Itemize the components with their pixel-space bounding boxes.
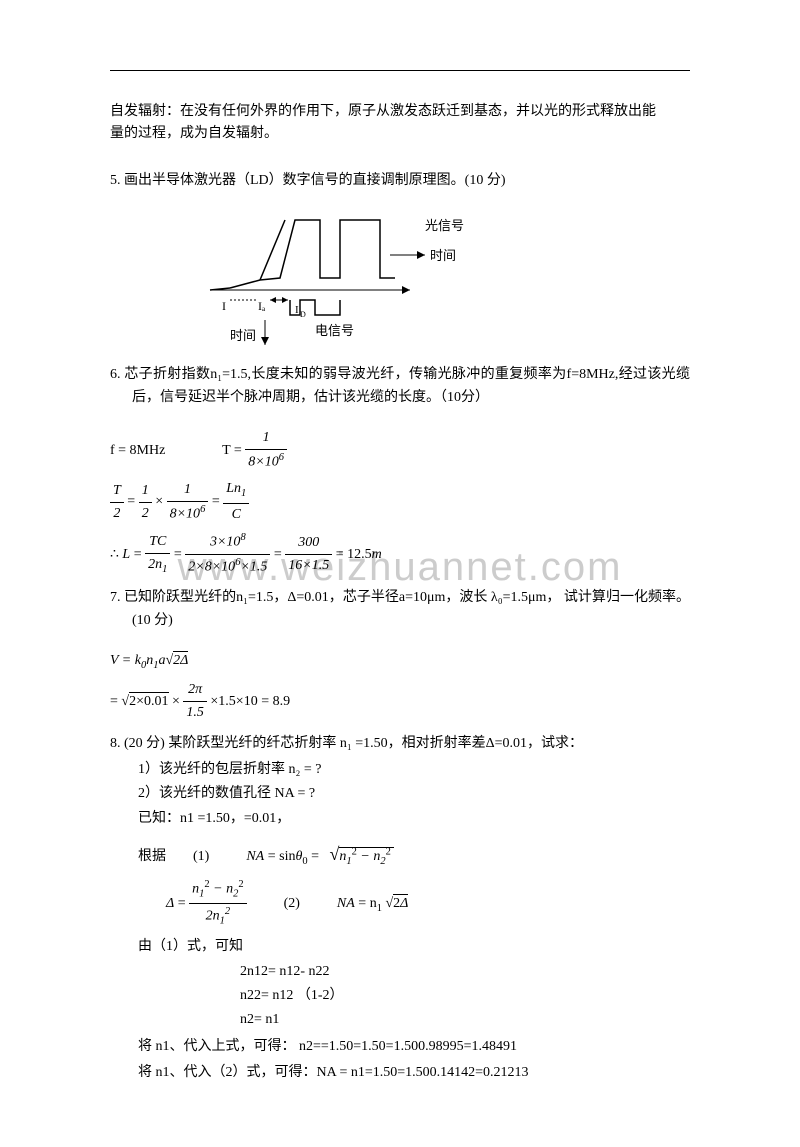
q8-sub1: 1）该光纤的包层折射率 n₂ = ? — [110, 759, 690, 781]
svg-text:I: I — [295, 304, 299, 316]
svg-text:时间: 时间 — [230, 328, 256, 343]
q8-res1: 将 n1、代入上式，可得： n2==1.50=1.50=1.500.98995=… — [110, 1036, 690, 1058]
svg-text:Iₐ: Iₐ — [258, 299, 266, 313]
q8-sub2: 2）该光纤的数值孔径 NA = ? — [110, 783, 690, 805]
intro-paragraph: 自发辐射：在没有任何外界的作用下，原子从激发态跃迁到基态，并以光的形式释放出能 … — [110, 101, 690, 146]
q8-formula2: Δ = n12 − n22 2n12 (2) NA = n1 √2Δ — [110, 877, 690, 931]
svg-text:D: D — [300, 310, 306, 319]
q5-diagram: 光信号 时间 I Iₐ I D 时间 电信号 — [200, 210, 490, 360]
intro-line2: 量的过程，成为自发辐射。 — [110, 126, 278, 141]
svg-text:电信号: 电信号 — [315, 323, 354, 338]
q8-known: 已知：n1 =1.50，=0.01， — [110, 808, 690, 830]
svg-text:时间: 时间 — [430, 248, 456, 263]
q8-step1: 2n12= n12- n22 — [110, 961, 690, 983]
q6-equations: f = 8MHz T = 18×106 T2 = 12 × 18×106 = L… — [110, 427, 690, 580]
intro-line1: 自发辐射：在没有任何外界的作用下，原子从激发态跃迁到基态，并以光的形式释放出能 — [110, 104, 656, 119]
q5-text: 5. 画出半导体激光器（LD）数字信号的直接调制原理图。(10 分) — [110, 170, 690, 192]
q8-res2: 将 n1、代入（2）式，可得：NA = n1=1.50=1.500.14142=… — [110, 1062, 690, 1084]
q8-step3: n2= n1 — [110, 1009, 690, 1031]
q7-equations: V = k0n1a√2Δ = √2×0.01 × 2π1.5 ×1.5×10 =… — [110, 650, 690, 724]
q8-title: 8. (20 分) 某阶跃型光纤的纤芯折射率 n₁ =1.50，相对折射率差Δ=… — [110, 733, 690, 755]
q7-text: 7. 已知阶跃型光纤的n₁=1.5，Δ=0.01，芯子半径a=10μm，波长 λ… — [110, 587, 690, 632]
q8-step2: n22= n12 （1-2） — [110, 985, 690, 1007]
svg-text:光信号: 光信号 — [425, 218, 464, 233]
page-content: 自发辐射：在没有任何外界的作用下，原子从激发态跃迁到基态，并以光的形式释放出能 … — [110, 70, 690, 1085]
top-rule — [110, 70, 690, 71]
q8-formula1: 根据 (1) NA = sinθ0 = √n12 − n22 — [110, 840, 690, 871]
svg-text:I: I — [222, 299, 226, 313]
q6-text: 6. 芯子折射指数n₁=1.5,长度未知的弱导波光纤，传输光脉冲的重复频率为f=… — [110, 364, 690, 409]
q8-from1: 由（1）式，可知 — [110, 936, 690, 958]
